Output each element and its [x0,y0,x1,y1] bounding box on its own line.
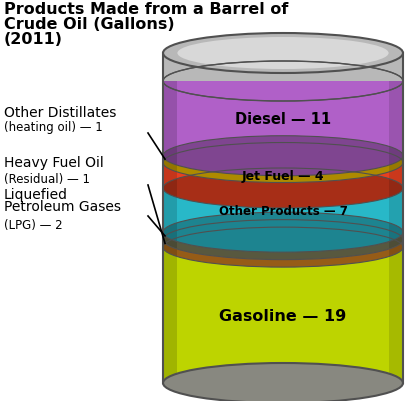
Bar [163,163,403,188]
Bar [163,156,403,163]
Ellipse shape [163,143,403,183]
Text: (LPG) — 2: (LPG) — 2 [4,219,62,231]
Text: Other Distillates: Other Distillates [4,106,116,120]
Text: Gasoline — 19: Gasoline — 19 [220,308,347,323]
Ellipse shape [163,363,403,401]
Bar [163,233,403,240]
Bar [389,54,403,383]
Text: Liquefied: Liquefied [4,188,68,201]
Text: Crude Oil (Gallons): Crude Oil (Gallons) [4,17,175,32]
Ellipse shape [177,38,388,70]
Ellipse shape [163,34,403,74]
Text: Diesel — 11: Diesel — 11 [235,111,331,127]
Bar [163,188,403,233]
Text: Other Products — 7: Other Products — 7 [219,204,348,217]
Ellipse shape [163,227,403,267]
Text: Products Made from a Barrel of: Products Made from a Barrel of [4,2,288,17]
Ellipse shape [163,143,403,183]
Bar [163,240,403,247]
Text: (Residual) — 1: (Residual) — 1 [4,172,90,186]
Text: (heating oil) — 1: (heating oil) — 1 [4,121,103,134]
Bar [163,54,403,82]
Bar [163,247,403,383]
Bar [163,54,177,383]
Ellipse shape [163,213,403,253]
Text: (2011): (2011) [4,32,63,47]
Ellipse shape [163,213,403,253]
Ellipse shape [163,168,403,209]
Ellipse shape [163,168,403,209]
Bar [163,82,403,156]
Ellipse shape [163,62,403,102]
Text: Heavy Fuel Oil: Heavy Fuel Oil [4,156,104,170]
Ellipse shape [163,220,403,260]
Text: Petroleum Gases: Petroleum Gases [4,200,121,213]
Ellipse shape [163,136,403,176]
Ellipse shape [163,363,403,401]
Ellipse shape [163,227,403,267]
Ellipse shape [163,136,403,176]
Ellipse shape [163,220,403,260]
Text: Jet Fuel — 4: Jet Fuel — 4 [242,169,324,182]
